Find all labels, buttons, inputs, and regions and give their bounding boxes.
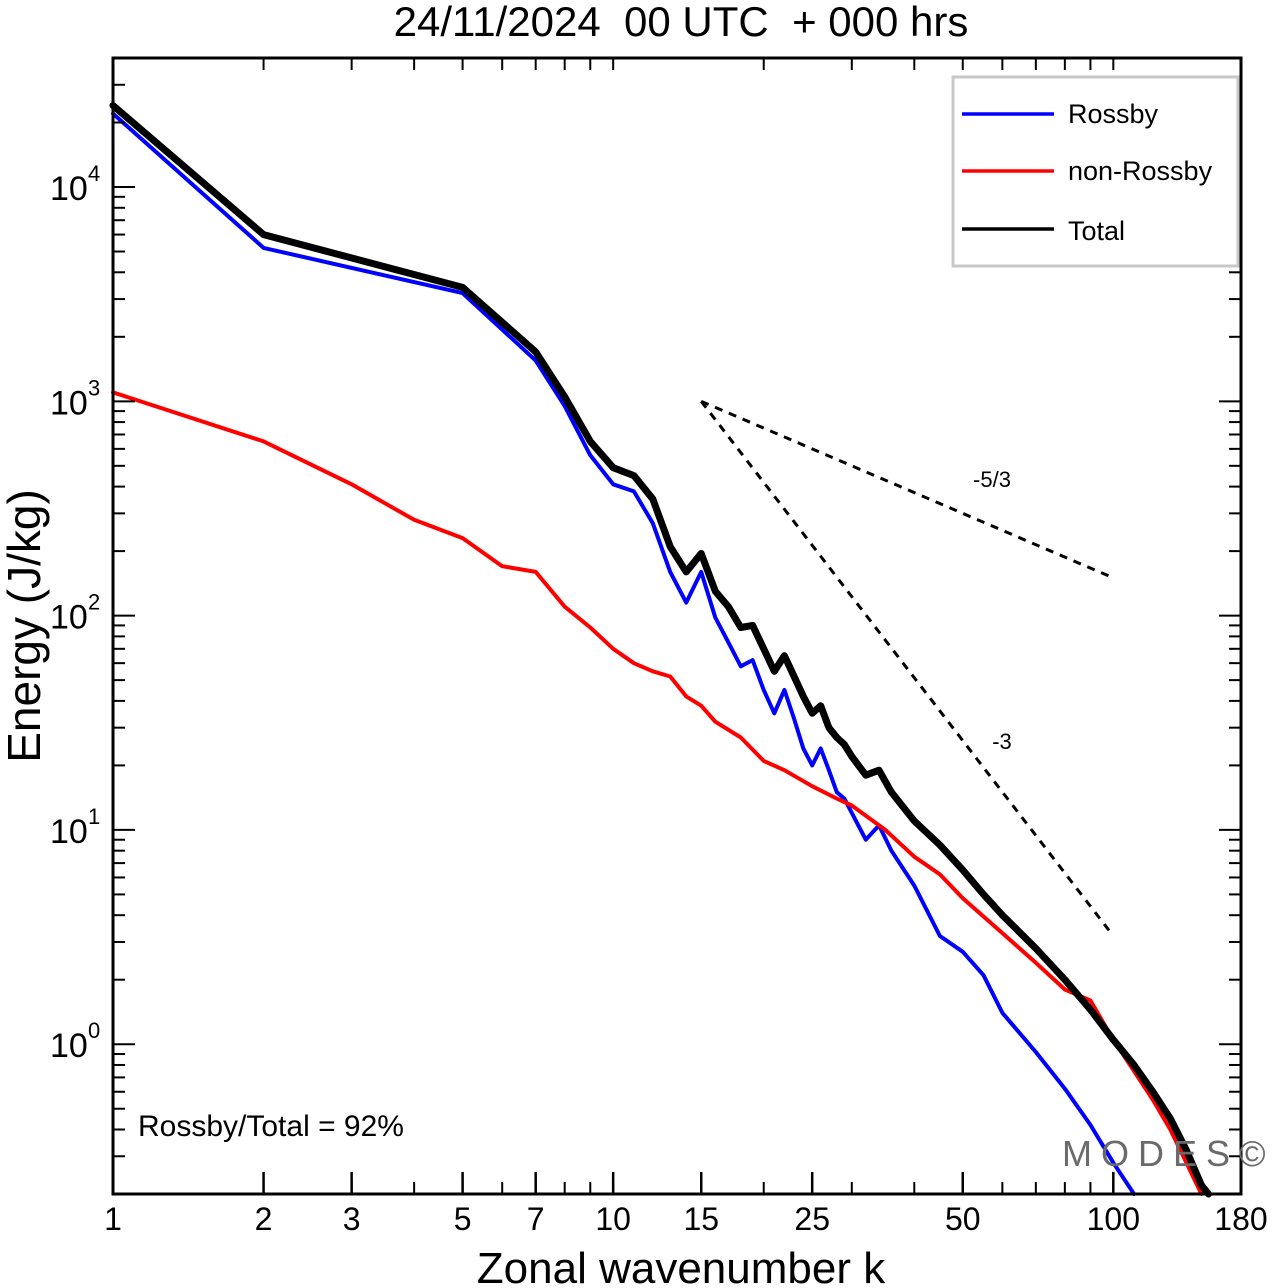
- x-tick-label: 10: [595, 1201, 631, 1237]
- series-layer: [109, 102, 1212, 1198]
- reference-slope-line-1: [700, 400, 1115, 937]
- reference-slope-line-0: [700, 399, 1114, 580]
- legend-label-rossby: Rossby: [1068, 99, 1159, 129]
- chart-title: 24/11/2024 00 UTC + 000 hrs: [394, 0, 969, 45]
- x-tick-label: 25: [794, 1201, 830, 1237]
- reference-slope-layer: -5/3 -3: [700, 399, 1115, 937]
- x-tick-label: 2: [255, 1201, 273, 1237]
- reference-slope-label-1: -3: [992, 729, 1012, 754]
- y-tick-label-base: 10: [50, 1027, 88, 1065]
- y-tick-label-base: 10: [50, 170, 88, 208]
- modes-watermark: MODES©: [1062, 1133, 1275, 1174]
- y-tick-label-base: 10: [50, 599, 88, 637]
- legend-label-total: Total: [1068, 216, 1125, 246]
- x-tick-label: 100: [1087, 1201, 1140, 1237]
- y-tick-label-exponent: 3: [88, 375, 100, 400]
- x-tick-label: 50: [945, 1201, 981, 1237]
- x-axis-ticks: 1 2 3 5 7 10 15 25 50 100 180: [104, 58, 1268, 1237]
- y-tick-label-exponent: 4: [88, 161, 100, 186]
- x-tick-label: 7: [527, 1201, 545, 1237]
- series-line-non-rossby: [111, 390, 1204, 1196]
- y-tick-label-exponent: 1: [88, 804, 100, 829]
- x-tick-label: 5: [454, 1201, 472, 1237]
- x-tick-label: 15: [683, 1201, 719, 1237]
- series-line-total: [109, 102, 1212, 1198]
- x-tick-label: 180: [1214, 1201, 1267, 1237]
- reference-slope-label-0: -5/3: [973, 467, 1011, 492]
- legend-label-non-rossby: non-Rossby: [1068, 156, 1213, 186]
- x-axis-label: Zonal wavenumber k: [477, 1244, 886, 1288]
- series-line-rossby: [111, 111, 1136, 1196]
- x-tick-label: 1: [104, 1201, 122, 1237]
- legend: Rossby non-Rossby Total: [951, 75, 1240, 268]
- rossby-ratio-annotation: Rossby/Total = 92%: [138, 1110, 404, 1143]
- y-tick-label-exponent: 0: [88, 1018, 100, 1043]
- y-axis-label: Energy (J/kg): [0, 489, 50, 763]
- y-tick-label-base: 10: [50, 384, 88, 422]
- y-tick-label-exponent: 2: [88, 590, 100, 615]
- y-tick-label-base: 10: [50, 813, 88, 851]
- x-tick-label: 3: [343, 1201, 361, 1237]
